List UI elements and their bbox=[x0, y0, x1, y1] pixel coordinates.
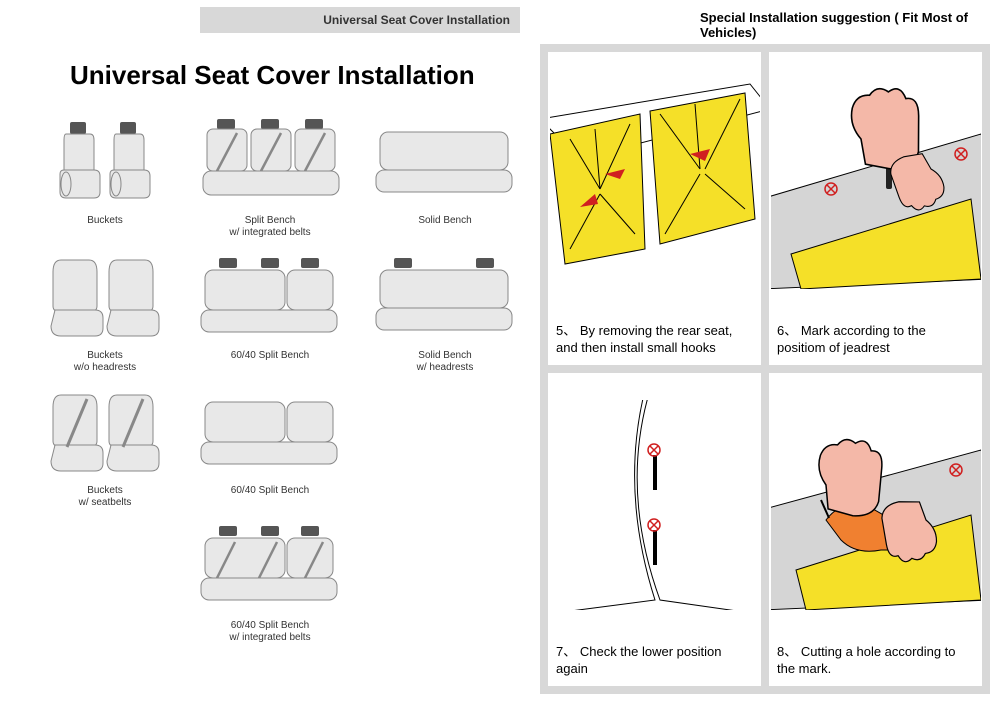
seat-label: 60/40 Split Bench w/ integrated belts bbox=[229, 620, 310, 644]
seat-type-item: Buckets w/ seatbelts bbox=[30, 379, 180, 509]
seat-label: Solid Bench w/ headrests bbox=[417, 350, 474, 374]
header-bar-text: Universal Seat Cover Installation bbox=[323, 13, 510, 27]
seat-type-item bbox=[30, 514, 180, 644]
step-diagram bbox=[769, 52, 982, 316]
seat-type-item: 60/40 Split Bench bbox=[185, 379, 355, 509]
seat-type-item: Solid Bench bbox=[360, 109, 530, 239]
seat-label: 60/40 Split Bench bbox=[231, 350, 309, 374]
seat-type-item: Solid Bench w/ headrests bbox=[360, 244, 530, 374]
right-header-text: Special Installation suggestion ( Fit Mo… bbox=[700, 10, 1000, 40]
seat-grid: Buckets Split Bench w/ integrated belts … bbox=[30, 109, 520, 644]
header-bar: Universal Seat Cover Installation bbox=[200, 7, 520, 33]
seat-icon bbox=[195, 514, 345, 620]
seat-label: Buckets bbox=[87, 215, 123, 239]
step-diagram bbox=[548, 373, 761, 637]
step-cell: 6、 Mark according to the positiom of jea… bbox=[769, 52, 982, 365]
step-caption: 7、 Check the lower position again bbox=[548, 637, 761, 686]
left-panel: Universal Seat Cover Installation Bucket… bbox=[20, 60, 520, 644]
step-caption: 8、 Cutting a hole according to the mark. bbox=[769, 637, 982, 686]
seat-type-item: Split Bench w/ integrated belts bbox=[185, 109, 355, 239]
main-title: Universal Seat Cover Installation bbox=[70, 60, 520, 91]
step-caption: 5、 By removing the rear seat, and then i… bbox=[548, 316, 761, 365]
seat-type-item bbox=[360, 379, 530, 509]
seat-icon bbox=[195, 379, 345, 485]
step-cell: 5、 By removing the rear seat, and then i… bbox=[548, 52, 761, 365]
step-cell: 8、 Cutting a hole according to the mark. bbox=[769, 373, 982, 686]
seat-label: Solid Bench bbox=[418, 215, 471, 239]
seat-type-item: Buckets w/o headrests bbox=[30, 244, 180, 374]
seat-icon bbox=[195, 244, 345, 350]
seat-type-item: 60/40 Split Bench bbox=[185, 244, 355, 374]
step-diagram bbox=[769, 373, 982, 637]
seat-icon bbox=[45, 379, 165, 485]
seat-icon bbox=[45, 244, 165, 350]
seat-type-item bbox=[360, 514, 530, 644]
seat-icon bbox=[370, 109, 520, 215]
step-diagram bbox=[548, 52, 761, 316]
step-cell: 7、 Check the lower position again bbox=[548, 373, 761, 686]
right-panel: 5、 By removing the rear seat, and then i… bbox=[540, 44, 990, 694]
step-caption: 6、 Mark according to the positiom of jea… bbox=[769, 316, 982, 365]
seat-icon bbox=[195, 109, 345, 215]
seat-icon bbox=[370, 244, 520, 350]
seat-type-item: Buckets bbox=[30, 109, 180, 239]
seat-label: Buckets w/ seatbelts bbox=[79, 485, 132, 509]
seat-icon bbox=[50, 109, 160, 215]
seat-label: Buckets w/o headrests bbox=[74, 350, 136, 374]
seat-type-item: 60/40 Split Bench w/ integrated belts bbox=[185, 514, 355, 644]
seat-label: 60/40 Split Bench bbox=[231, 485, 309, 509]
seat-label: Split Bench w/ integrated belts bbox=[229, 215, 310, 239]
